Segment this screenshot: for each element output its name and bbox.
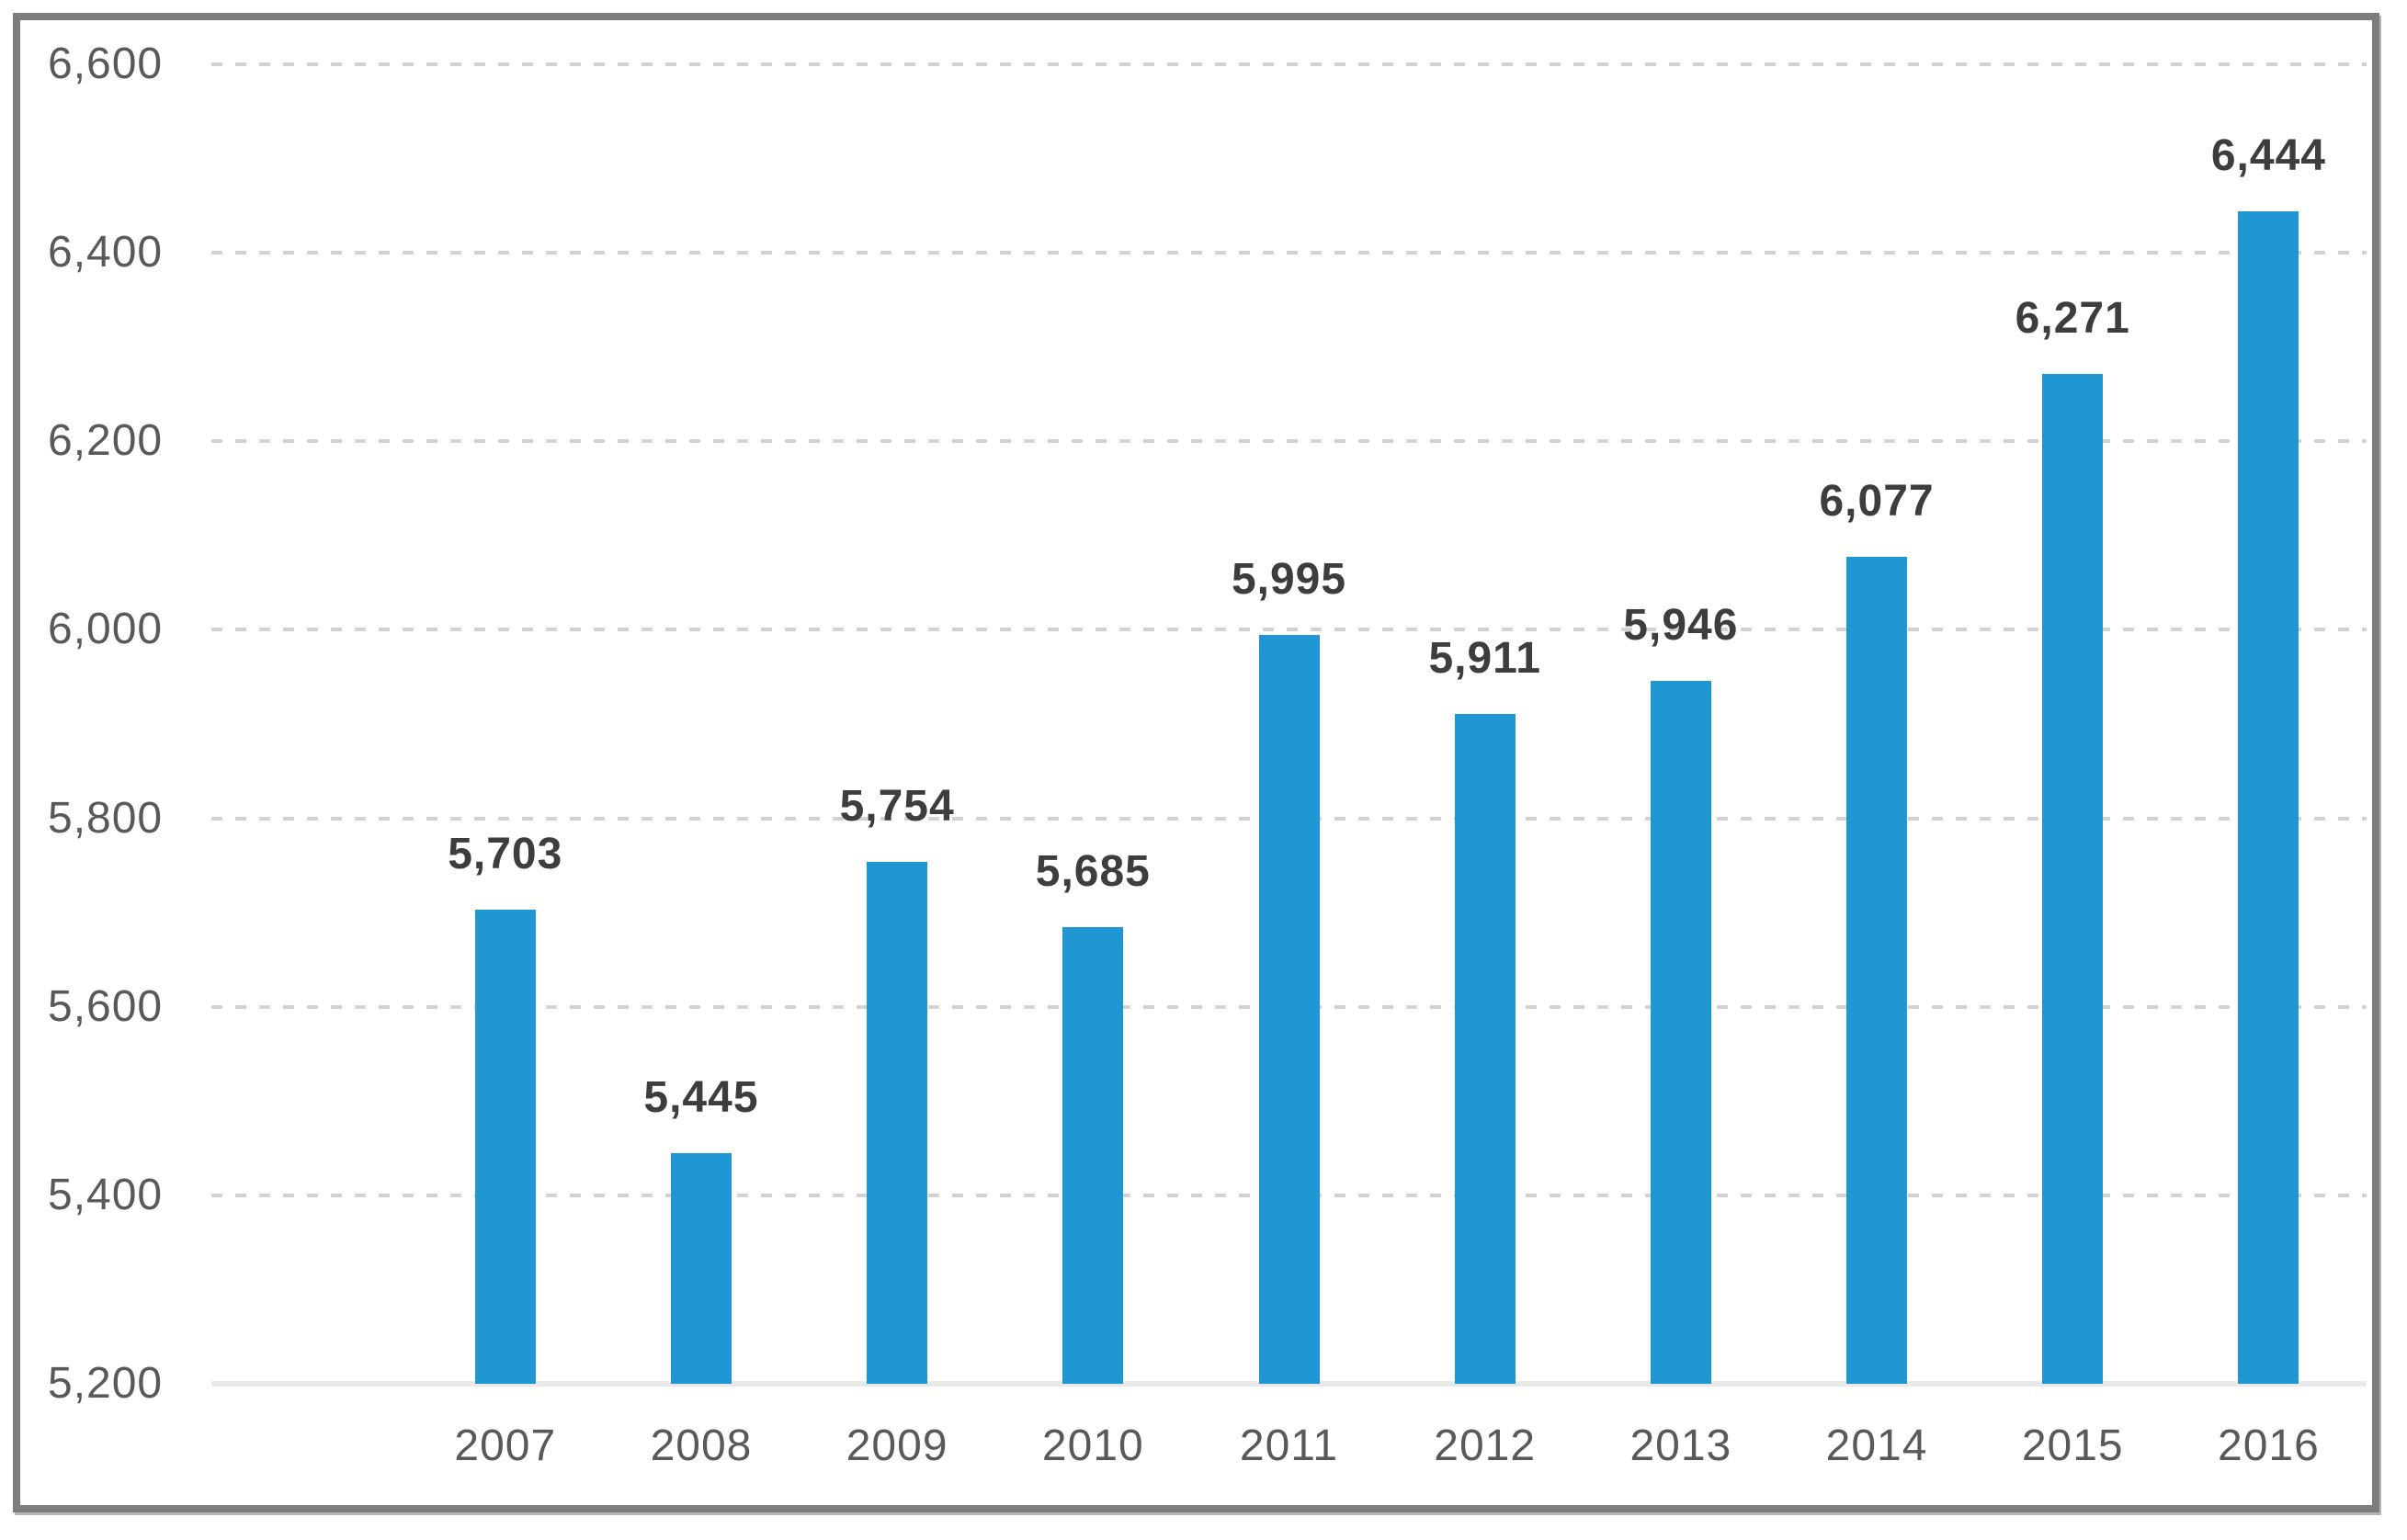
y-axis-tick-label: 6,400 [48, 228, 164, 277]
x-axis-category-label-2014: 2014 [1825, 1421, 1928, 1470]
x-axis-baseline [211, 1381, 2367, 1387]
y-axis-tick-label: 5,400 [48, 1170, 164, 1219]
bar-2016 [2238, 211, 2299, 1384]
plot-area: 5,200 5,400 5,600 5,800 6,000 6,200 6,400 6,600… [20, 20, 2372, 1505]
x-axis-category-label-2007: 2007 [454, 1421, 557, 1470]
x-axis-category-label-2009: 2009 [846, 1421, 948, 1470]
gridline-6000 [211, 628, 2367, 632]
bar-2009 [867, 861, 928, 1384]
bar-2012 [1454, 713, 1516, 1384]
y-axis-tick-label: 6,200 [48, 416, 164, 466]
x-axis-category-label-2015: 2015 [2021, 1421, 2124, 1470]
bar-2011 [1258, 634, 1320, 1384]
bar-value-label-2013: 5,946 [1623, 600, 1739, 650]
gridline-6400 [211, 251, 2367, 255]
chart-frame: 5,200 5,400 5,600 5,800 6,000 6,200 6,400 6,600… [13, 13, 2379, 1512]
y-axis-tick-label: 5,600 [48, 981, 164, 1031]
y-axis-tick-label: 6,000 [48, 605, 164, 654]
x-axis-category-label-2011: 2011 [1239, 1421, 1339, 1470]
bar-value-label-2014: 6,077 [1819, 477, 1935, 527]
y-axis-tick-label: 5,200 [48, 1359, 164, 1408]
bar-value-label-2012: 5,911 [1428, 633, 1541, 683]
bar-value-label-2011: 5,995 [1231, 554, 1347, 604]
y-axis-tick-label: 5,800 [48, 793, 164, 843]
gridline-6200 [211, 439, 2367, 444]
x-axis-category-label-2012: 2012 [1434, 1421, 1537, 1470]
x-axis-category-label-2010: 2010 [1041, 1421, 1144, 1470]
bar-2008 [670, 1152, 732, 1384]
x-axis-category-label-2016: 2016 [2218, 1421, 2320, 1470]
bar-value-label-2009: 5,754 [839, 781, 955, 831]
bar-2013 [1650, 680, 1711, 1384]
bar-2015 [2042, 374, 2104, 1384]
y-axis-tick-label: 6,600 [48, 40, 164, 88]
bar-2007 [474, 910, 536, 1384]
bar-value-label-2007: 5,703 [448, 830, 563, 879]
x-axis-category-label-2013: 2013 [1629, 1421, 1732, 1470]
bar-value-label-2016: 6,444 [2210, 131, 2326, 180]
bar-value-label-2008: 5,445 [643, 1072, 759, 1122]
bar-2010 [1062, 926, 1124, 1384]
bar-2014 [1846, 557, 1908, 1384]
gridline-6600 [211, 62, 2367, 66]
bar-value-label-2015: 6,271 [2015, 294, 2130, 344]
bar-value-label-2010: 5,685 [1035, 846, 1151, 896]
x-axis-category-label-2008: 2008 [650, 1421, 753, 1470]
